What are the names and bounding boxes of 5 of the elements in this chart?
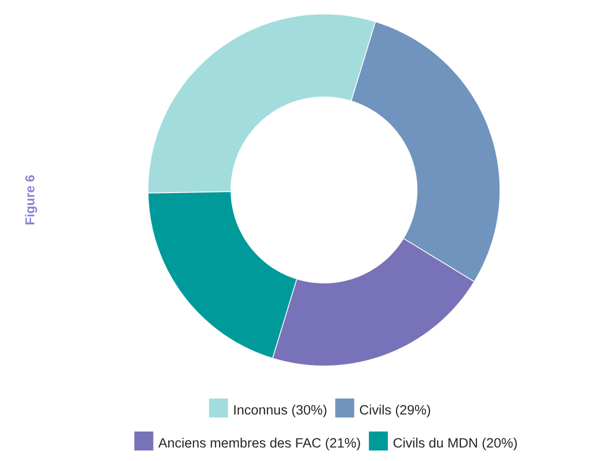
legend-label: Civils du MDN (20%) [394,438,517,450]
text: Figure 6 [24,175,38,224]
legend-label: Anciens membres des FAC (21%) [158,438,360,450]
legend-label: Civils (29%) [360,404,430,418]
legend-label: Inconnus (30%) [234,404,326,418]
